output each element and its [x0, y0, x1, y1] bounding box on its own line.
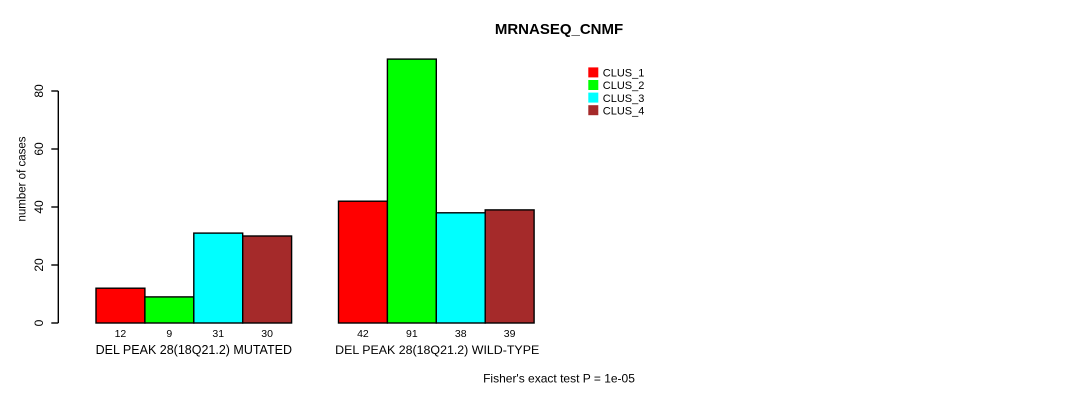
svg-text:0: 0: [32, 319, 46, 326]
svg-text:42: 42: [357, 328, 369, 340]
svg-text:60: 60: [32, 142, 46, 156]
svg-text:number of cases: number of cases: [17, 136, 29, 221]
svg-text:39: 39: [504, 328, 516, 340]
svg-text:CLUS_1: CLUS_1: [603, 68, 645, 80]
svg-text:38: 38: [455, 328, 467, 340]
svg-text:20: 20: [32, 258, 46, 272]
svg-text:9: 9: [166, 328, 172, 340]
svg-text:80: 80: [32, 84, 46, 98]
svg-text:30: 30: [261, 328, 273, 340]
svg-text:CLUS_2: CLUS_2: [603, 80, 645, 92]
svg-text:CLUS_4: CLUS_4: [603, 105, 645, 117]
svg-text:12: 12: [115, 328, 127, 340]
svg-text:DEL PEAK 28(18Q21.2) MUTATED: DEL PEAK 28(18Q21.2) MUTATED: [96, 343, 292, 357]
svg-text:31: 31: [212, 328, 224, 340]
svg-text:40: 40: [32, 200, 46, 214]
svg-text:MRNASEQ_CNMF: MRNASEQ_CNMF: [495, 21, 623, 38]
svg-text:CLUS_3: CLUS_3: [603, 93, 645, 105]
svg-text:Fisher's exact test P = 1e-05: Fisher's exact test P = 1e-05: [483, 372, 635, 386]
svg-text:DEL PEAK 28(18Q21.2) WILD-TYPE: DEL PEAK 28(18Q21.2) WILD-TYPE: [335, 343, 539, 357]
svg-text:91: 91: [406, 328, 418, 340]
